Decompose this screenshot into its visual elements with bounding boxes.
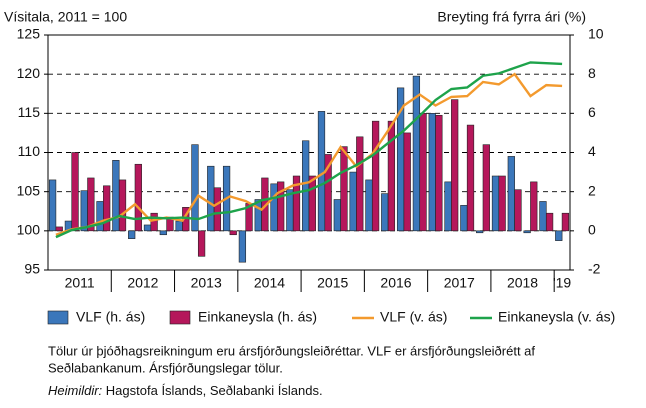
line-series <box>55 61 563 239</box>
bar <box>213 187 222 232</box>
bar <box>555 230 563 241</box>
bar <box>530 181 538 232</box>
legend-swatch <box>169 310 191 325</box>
x-group-label: 2014 <box>254 275 285 291</box>
x-group-label: '19 <box>553 275 571 291</box>
bar <box>159 230 167 236</box>
bar <box>317 111 326 232</box>
bar <box>292 175 301 232</box>
bar <box>277 181 285 232</box>
x-group-label: 2011 <box>65 275 95 291</box>
legend-label: VLF (v. ás) <box>380 309 447 325</box>
bar <box>191 144 199 232</box>
bar <box>561 212 570 232</box>
bar <box>460 205 468 232</box>
y-axis-label: Vísitala, 2011 = 100 <box>4 9 127 25</box>
bar <box>87 177 95 232</box>
bar <box>491 175 500 232</box>
bar <box>96 201 104 232</box>
line-series <box>55 72 563 236</box>
source-label: Heimildir: <box>48 383 103 398</box>
y-tick-label: 95 <box>24 261 40 277</box>
source: Heimildir: Hagstofa Íslands, Seðlabanki … <box>48 383 323 398</box>
y2-tick-label: -2 <box>588 261 601 277</box>
bar <box>302 140 310 232</box>
bar <box>80 190 88 232</box>
y-tick-label: 120 <box>17 65 41 81</box>
bar <box>435 114 443 232</box>
bar <box>403 132 411 232</box>
bar <box>419 113 427 232</box>
bar <box>333 199 341 232</box>
bar <box>539 201 547 232</box>
bar <box>238 230 247 263</box>
bar <box>340 146 348 232</box>
legend-swatch <box>47 310 69 325</box>
bar <box>270 183 278 232</box>
legend-label: Einkaneysla (h. ás) <box>198 309 317 325</box>
bar <box>229 230 237 236</box>
bar <box>482 144 490 232</box>
y2-tick-label: 10 <box>588 26 604 42</box>
legend-label: Einkaneysla (v. ás) <box>498 309 615 325</box>
x-group-label: 2017 <box>444 275 475 291</box>
x-group-label: 2015 <box>317 275 348 291</box>
bar <box>387 120 396 232</box>
bar <box>466 124 475 232</box>
bar <box>356 136 364 232</box>
bar <box>286 189 294 232</box>
bar <box>150 212 158 232</box>
bar <box>444 181 452 232</box>
bar <box>324 154 332 232</box>
bar <box>545 212 554 232</box>
bar <box>71 152 79 232</box>
bar <box>451 99 459 232</box>
y-tick-label: 110 <box>18 143 41 159</box>
bar <box>371 120 380 232</box>
bar <box>175 220 183 232</box>
bar <box>523 230 531 234</box>
y2-tick-label: 8 <box>588 65 596 81</box>
y2-tick-label: 0 <box>588 222 596 238</box>
legend-label: VLF (h. ás) <box>76 309 145 325</box>
bar <box>112 160 120 232</box>
x-group-label: 2018 <box>507 275 538 291</box>
bar <box>365 179 373 232</box>
y2-tick-label: 4 <box>588 143 596 159</box>
bar <box>143 224 152 232</box>
bar <box>128 230 136 239</box>
x-group-label: 2013 <box>191 275 222 291</box>
y2-axis-label: Breyting frá fyrra ári (%) <box>437 9 586 25</box>
y-tick-label: 125 <box>17 26 41 42</box>
bar <box>55 226 63 232</box>
bar <box>476 230 484 234</box>
y-tick-label: 105 <box>17 182 41 198</box>
bar <box>48 179 57 232</box>
note-line: Seðlabankanum. Ársfjórðungslegar tölur. <box>48 360 283 375</box>
y-tick-label: 115 <box>18 104 41 120</box>
bar <box>197 230 206 257</box>
bar <box>514 189 522 232</box>
y2-tick-label: 2 <box>588 182 596 198</box>
y-tick-label: 100 <box>17 222 41 238</box>
bar <box>118 179 127 232</box>
bar <box>428 113 436 232</box>
x-group-label: 2016 <box>380 275 411 291</box>
bar <box>507 156 515 232</box>
source-text: Hagstofa Íslands, Seðlabanki Íslands. <box>106 383 323 398</box>
x-group-label: 2012 <box>127 275 158 291</box>
bar <box>308 175 316 232</box>
bar <box>498 175 506 232</box>
note-line: Tölur úr þjóðhagsreikningum eru ársfjórð… <box>48 343 535 358</box>
bar <box>207 165 215 232</box>
bar <box>381 193 389 232</box>
y2-tick-label: 6 <box>588 104 596 120</box>
bar <box>103 185 111 232</box>
bar <box>349 171 357 232</box>
bar <box>134 163 142 232</box>
plot-frame <box>47 34 571 271</box>
